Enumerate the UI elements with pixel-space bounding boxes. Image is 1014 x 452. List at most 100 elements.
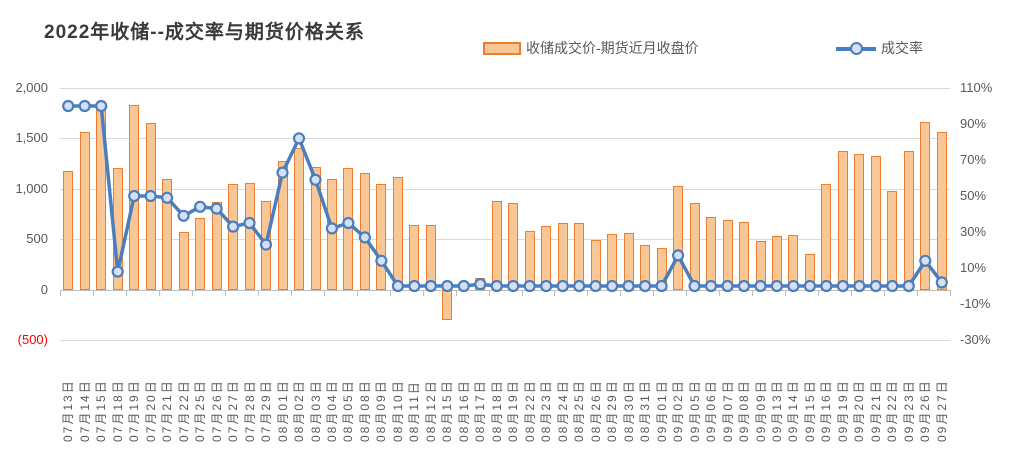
x-axis-tick	[554, 289, 556, 296]
x-axis-label: 08月24日	[555, 379, 570, 442]
x-axis-label: 08月15日	[440, 379, 455, 442]
y-axis-label-right: 90%	[960, 116, 987, 131]
bar	[211, 201, 222, 290]
bar	[837, 151, 848, 290]
bar-series-label: 收储成交价-期货近月收盘价	[526, 40, 699, 56]
x-axis-label: 09月08日	[737, 379, 751, 442]
bar	[112, 167, 123, 290]
bar	[475, 277, 486, 290]
bar	[425, 224, 436, 290]
x-axis-tick	[224, 289, 226, 296]
bar	[903, 151, 914, 290]
y-axis-label-left: (500)	[17, 332, 48, 347]
y-axis-label-left: 2,000	[15, 80, 48, 95]
x-axis-label: 07月29日	[259, 379, 273, 442]
x-axis-label: 09月05日	[687, 379, 702, 442]
bar	[821, 183, 832, 290]
bar	[508, 202, 519, 290]
bar	[706, 216, 716, 290]
y-axis-label-left: 0	[40, 281, 48, 297]
x-axis-tick	[818, 289, 820, 296]
bar	[541, 226, 552, 290]
x-axis-label: 09月23日	[901, 379, 916, 442]
bar	[195, 218, 206, 290]
bar	[63, 170, 74, 290]
y-axis-label-right: 50%	[960, 188, 987, 203]
y-axis-label-right: 110%	[960, 80, 993, 95]
legend-item-line-series: 成交率	[836, 36, 923, 60]
x-axis-label: 08月18日	[489, 379, 504, 442]
x-axis-label: 07月19日	[127, 379, 142, 442]
gridline	[60, 88, 950, 89]
bar	[409, 225, 420, 290]
gridline	[60, 239, 950, 241]
bar	[854, 154, 865, 290]
y-axis-label-right: -30%	[960, 332, 991, 347]
x-axis-label: 08月05日	[341, 379, 356, 442]
x-axis-label: 08月03日	[308, 379, 323, 442]
line-series-swatch	[836, 41, 876, 55]
bar	[310, 166, 321, 290]
gridline	[60, 340, 950, 341]
x-axis-tick	[851, 289, 853, 296]
bar	[228, 184, 239, 290]
x-axis-label: 07月20日	[143, 379, 158, 442]
x-axis-label: 09月14日	[786, 379, 801, 442]
x-axis-label: 08月19日	[506, 379, 521, 442]
y-axis-label-right: 30%	[960, 224, 987, 239]
x-axis-label: 08月02日	[292, 379, 306, 442]
x-axis-label: 09月16日	[819, 379, 834, 442]
y-axis-label-right: -10%	[960, 296, 991, 311]
bar	[145, 123, 156, 290]
x-axis-label: 08月10日	[390, 379, 405, 442]
bar	[343, 168, 354, 290]
bar	[79, 132, 90, 290]
x-axis-tick	[356, 289, 358, 296]
x-axis-label: 09月13日	[769, 379, 784, 442]
bar	[804, 253, 815, 290]
line-marker	[78, 99, 91, 113]
x-axis-label: 08月17日	[473, 379, 488, 442]
bar	[590, 239, 601, 290]
line-marker-glyph	[850, 42, 863, 55]
bar-series-swatch	[483, 41, 521, 55]
x-axis-label: 08月12日	[423, 379, 438, 442]
x-axis-label: 08月25日	[572, 379, 587, 442]
x-axis-label: 07月14日	[77, 379, 92, 442]
x-axis-label: 08月01日	[275, 379, 290, 442]
x-axis-label: 08月04日	[324, 379, 339, 442]
bar	[936, 132, 947, 290]
x-axis-label: 09月20日	[852, 379, 867, 442]
bar	[557, 222, 568, 290]
bar	[376, 183, 387, 290]
chart-legend: 收储成交价-期货近月收盘价 成交率	[0, 36, 1014, 60]
line-series-label: 成交率	[881, 40, 923, 56]
bar	[129, 104, 140, 290]
gridline	[60, 188, 950, 190]
x-axis-label: 07月25日	[193, 379, 208, 442]
x-axis-tick	[752, 289, 754, 296]
x-axis-tick	[917, 289, 918, 296]
x-axis-label: 07月13日	[61, 379, 76, 442]
x-axis-tick	[587, 289, 589, 296]
bar	[656, 247, 667, 290]
x-axis-tick	[620, 289, 622, 296]
bar	[755, 240, 766, 290]
x-axis-tick	[521, 289, 523, 296]
bar	[887, 191, 898, 290]
x-axis-label: 09月01日	[654, 379, 669, 442]
bar	[326, 178, 337, 290]
x-axis-label: 09月19日	[835, 379, 850, 442]
x-axis-label: 08月26日	[588, 379, 603, 442]
x-axis-tick	[389, 289, 391, 296]
bar	[261, 201, 271, 290]
line-marker	[62, 99, 75, 113]
x-axis-label: 09月06日	[704, 379, 718, 442]
x-axis-label: 08月23日	[539, 379, 554, 442]
x-axis-tick	[719, 289, 721, 296]
x-axis-tick	[60, 289, 61, 296]
y-axis-label-left: 1,500	[15, 130, 48, 146]
x-axis-tick	[686, 289, 688, 296]
bar	[689, 202, 700, 290]
x-axis-label: 07月15日	[94, 379, 109, 442]
